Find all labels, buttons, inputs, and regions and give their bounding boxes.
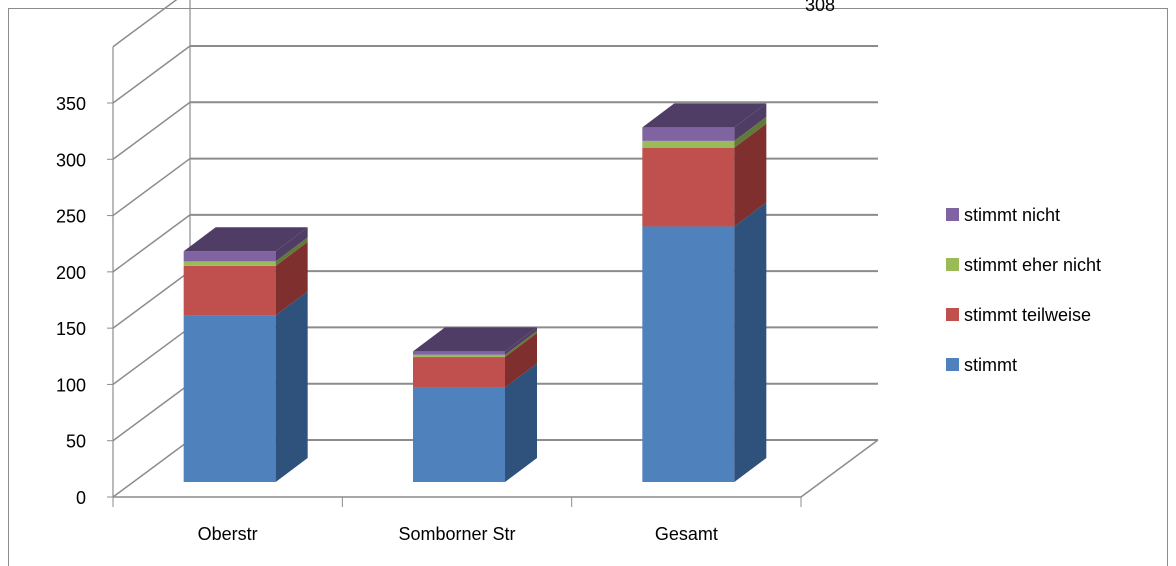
legend-swatch: [946, 308, 959, 321]
y-tick-label: 50: [66, 432, 86, 452]
bar-segment: [642, 226, 735, 482]
gridline-diagonal: [112, 157, 191, 217]
bar-segment-side: [734, 202, 767, 482]
gridline-diagonal: [112, 214, 191, 273]
legend-label: stimmt nicht: [964, 205, 1060, 225]
bar-segment-side: [505, 327, 537, 355]
x-tick-label: Gesamt: [655, 524, 718, 544]
y-tick-label: 300: [56, 150, 86, 170]
bar-segment: [642, 147, 735, 227]
bar-segment: [183, 261, 276, 266]
bar-segment-side: [275, 241, 308, 316]
gridline-diagonal: [112, 326, 191, 386]
x-tick-label: Oberstr: [198, 524, 258, 544]
y-tick-label: 100: [56, 375, 86, 395]
bar-segment: [413, 357, 505, 388]
legend-swatch: [946, 358, 959, 371]
x-axis: Oberstr Somborner Str Gesamt: [112, 497, 802, 544]
bar-segment: [413, 387, 505, 482]
bar-segment: [183, 251, 276, 262]
legend-label: stimmt eher nicht: [964, 255, 1101, 275]
legend: stimmt nicht stimmt eher nicht stimmt teil…: [946, 205, 1101, 375]
y-tick-label: 0: [76, 488, 86, 508]
legend-swatch: [946, 208, 959, 221]
legend-swatch: [946, 258, 959, 271]
bar-segment: [183, 265, 276, 316]
bar-top: [413, 327, 537, 352]
bar-segment: [642, 140, 735, 148]
bar-segment: [642, 127, 735, 141]
bar-segment: [413, 354, 505, 358]
cropped-data-label: 308: [805, 0, 836, 15]
legend-label: stimmt: [964, 355, 1017, 375]
y-tick-label: 250: [56, 207, 86, 227]
bar-segment-side: [505, 363, 537, 482]
chart-frame: 308: [8, 0, 1168, 566]
floor-edge: [800, 439, 879, 498]
y-axis: 0 50 100 150 200 250 300 350: [56, 94, 113, 508]
gridline-diagonal: [112, 0, 178, 48]
bar-segment-side: [505, 330, 537, 358]
gridline-diagonal: [112, 45, 191, 104]
bar-segment-side: [275, 291, 308, 482]
gridline-diagonal: [112, 439, 191, 498]
bar-segment-side: [734, 116, 767, 148]
bar-group: [183, 103, 767, 482]
y-tick-label: 200: [56, 263, 86, 283]
bar-segment-side: [734, 123, 767, 227]
bar-segment: [183, 315, 276, 482]
bar-segment: [413, 351, 505, 355]
bar-top: [642, 103, 767, 128]
y-tick-label: 350: [56, 94, 86, 114]
gridline-diagonal: [112, 270, 191, 329]
bar-top: [183, 227, 308, 252]
bar-segment-side: [275, 227, 308, 262]
gridline-diagonal: [112, 383, 191, 442]
y-tick-label: 150: [56, 319, 86, 339]
bar-segment-side: [505, 333, 537, 388]
bar-segment-side: [275, 237, 308, 266]
x-tick-label: Somborner Str: [398, 524, 515, 544]
legend-label: stimmt teilweise: [964, 305, 1091, 325]
bar-segment-side: [734, 103, 767, 141]
gridline-diagonal: [112, 101, 191, 160]
